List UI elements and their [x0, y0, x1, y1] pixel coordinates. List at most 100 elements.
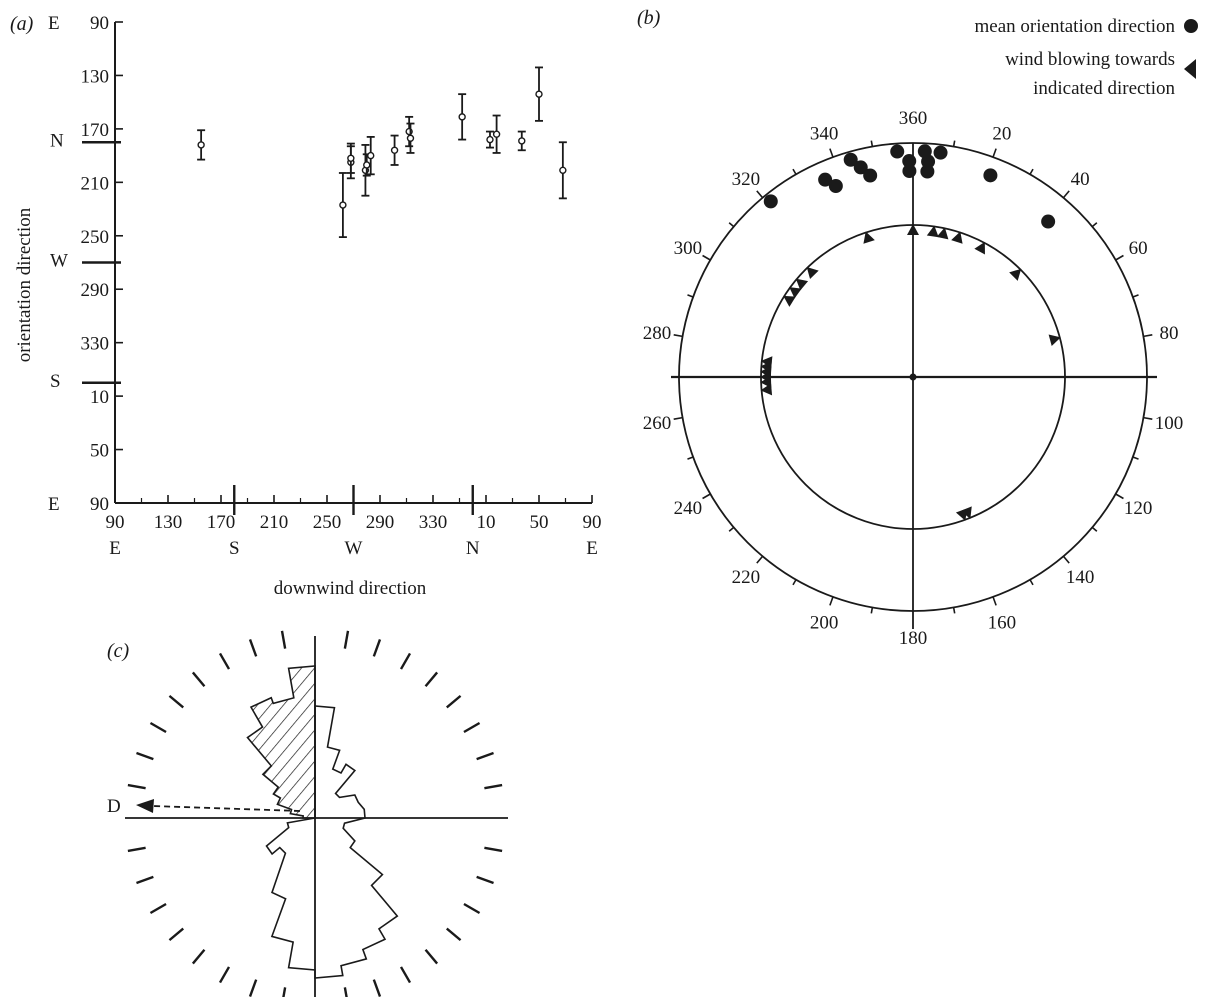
point-marker: [367, 151, 375, 160]
wind-marker: [955, 508, 968, 521]
angle-label: 300: [674, 238, 703, 259]
legend-mean-orientation-label: mean orientation direction: [975, 16, 1176, 37]
rose-tick: [191, 948, 206, 965]
angle-tick: [1062, 555, 1070, 564]
angle-tick: [1029, 579, 1034, 586]
angle-tick: [952, 140, 956, 147]
data-point: [346, 142, 355, 174]
x-compass-label: N: [466, 538, 480, 559]
angle-label: 20: [992, 124, 1011, 145]
angle-tick: [870, 607, 874, 614]
angle-label: 240: [674, 498, 703, 519]
rose-tick: [280, 630, 287, 649]
rose-tick: [476, 751, 494, 761]
angle-tick: [1029, 168, 1034, 175]
orientation-marker: [933, 145, 948, 160]
orientation-marker: [890, 144, 905, 159]
angle-tick: [792, 168, 797, 175]
data-point: [535, 66, 543, 122]
y-tick-label: 130: [81, 66, 110, 87]
angle-tick: [1132, 294, 1139, 298]
panel-b: (b) mean orientation direction wind blow…: [637, 7, 1198, 649]
x-tick-label: 170: [207, 512, 236, 533]
angle-tick: [870, 140, 874, 147]
data-point: [405, 115, 414, 148]
data-point: [338, 172, 347, 239]
point-marker: [458, 113, 466, 121]
orientation-marker: [828, 179, 843, 194]
angle-tick: [1091, 526, 1098, 532]
angle-tick: [1115, 254, 1124, 261]
panel-a-label: (a): [10, 13, 34, 35]
orientation-marker: [920, 164, 935, 179]
rose-tick: [445, 694, 462, 709]
rose-tick: [136, 875, 154, 885]
point-marker: [492, 130, 501, 138]
x-tick-label: 330: [419, 512, 448, 533]
angle-tick: [728, 222, 735, 228]
x-compass-label: E: [586, 538, 598, 559]
x-tick-label: 90: [106, 512, 125, 533]
rose-tick: [218, 966, 231, 984]
x-tick-label: 210: [260, 512, 289, 533]
angle-tick: [792, 579, 797, 586]
panel-b-polar-plot: 360 20 40 60 80 100 120 140 160 180 200 220 240 260 28…: [643, 108, 1184, 649]
panel-c-rose-diagram: D: [107, 630, 508, 997]
data-point: [558, 141, 567, 200]
direction-arrow-head: [136, 799, 154, 813]
angle-tick: [1132, 456, 1139, 460]
angle-tick: [687, 294, 694, 298]
orientation-marker: [818, 172, 833, 187]
angle-tick: [829, 596, 834, 606]
point-marker: [518, 137, 526, 145]
data-point: [485, 130, 494, 149]
wind-marker: [760, 356, 773, 369]
angle-label: 260: [643, 413, 672, 434]
angle-tick: [1062, 190, 1070, 199]
rose-tick: [424, 671, 439, 688]
rose-tick: [476, 875, 494, 885]
wind-marker: [907, 224, 919, 235]
wind-marker: [936, 227, 949, 240]
rose-tick: [445, 927, 462, 942]
angle-label: 100: [1155, 413, 1184, 434]
x-tick-label: 10: [477, 512, 496, 533]
orientation-marker: [763, 194, 778, 209]
angle-tick: [1115, 493, 1124, 500]
legend-triangle-marker: [1184, 59, 1196, 79]
rose-tick: [399, 652, 412, 670]
orientation-marker: [902, 164, 917, 179]
y-compass-label: E: [48, 494, 60, 515]
wind-marker: [951, 231, 963, 244]
wind-marker: [1009, 268, 1022, 281]
angle-label: 120: [1124, 498, 1153, 519]
y-tick-label: 290: [81, 280, 110, 301]
x-tick-label: 290: [366, 512, 395, 533]
panel-b-label: (b): [637, 7, 661, 29]
panel-a: (a) 90 50 10 330 290 250 210 170 130 90 E S W N E 90 13…: [10, 13, 602, 599]
data-point: [517, 130, 526, 152]
angle-label: 220: [732, 567, 761, 588]
y-tick-label: 90: [90, 494, 109, 515]
angle-tick: [728, 526, 735, 532]
rose-tick: [248, 639, 258, 657]
rose-tick: [463, 902, 481, 915]
rose-tick: [484, 783, 503, 790]
wind-marker: [926, 225, 939, 238]
angle-tick: [952, 607, 956, 614]
rose-tick: [484, 846, 503, 853]
x-tick-label: 50: [530, 512, 549, 533]
rose-tick: [168, 694, 185, 709]
wind-marker: [783, 295, 796, 307]
point-marker: [390, 146, 399, 154]
data-point: [366, 136, 375, 176]
rose-tick: [149, 902, 167, 915]
x-tick-label: 130: [154, 512, 183, 533]
y-tick-label: 210: [81, 173, 110, 194]
point-marker: [197, 141, 205, 149]
wind-marker: [1048, 334, 1061, 347]
angle-tick: [673, 334, 683, 338]
legend-wind-label-line1: wind blowing towards: [1005, 49, 1175, 70]
x-compass-label: W: [345, 538, 363, 559]
